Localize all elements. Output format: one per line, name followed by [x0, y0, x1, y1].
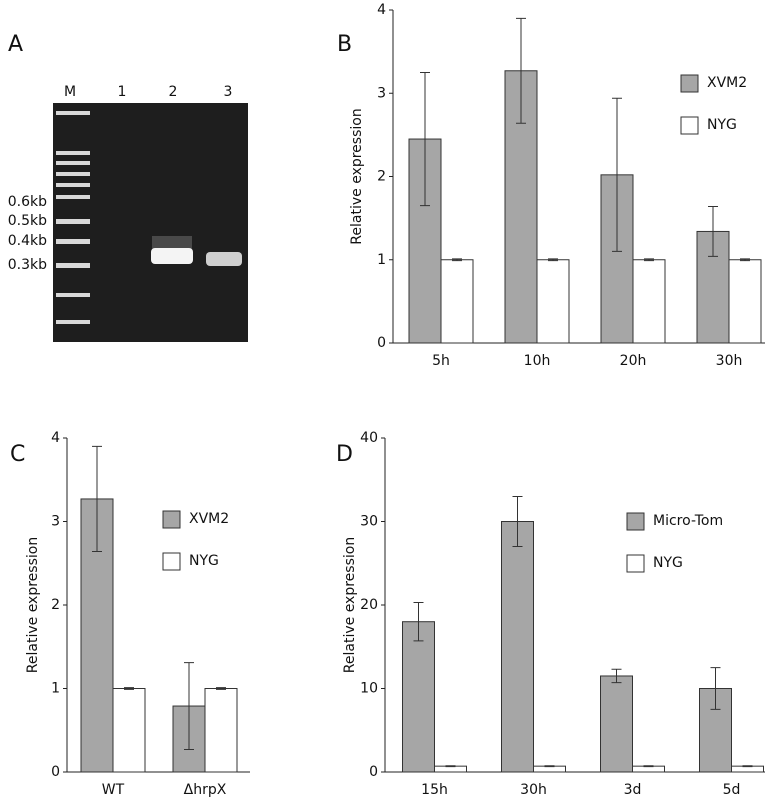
x-tick-label: 20h [620, 353, 647, 369]
legend-label: NYG [189, 553, 219, 569]
bar [440, 259, 474, 344]
y-tick-label: 20 [360, 597, 378, 613]
panel-label: C [10, 442, 25, 467]
y-tick-label: 2 [377, 169, 386, 185]
error-bar [184, 662, 194, 750]
lane-label: 3 [224, 84, 233, 100]
size-label: 0.6kb [8, 194, 47, 210]
error-bar [420, 71, 430, 207]
bar [204, 688, 238, 773]
error-bar [92, 445, 102, 553]
error-bar [643, 765, 654, 768]
x-tick-label: 5d [723, 782, 741, 798]
y-tick-label: 0 [369, 764, 378, 780]
bar [402, 621, 435, 773]
y-tick-label: 4 [377, 2, 386, 18]
legend-label: NYG [653, 555, 683, 571]
legend-swatch [680, 116, 699, 135]
error-bar [710, 667, 721, 710]
y-tick-label: 3 [377, 85, 386, 101]
x-tick-label: 15h [421, 782, 448, 798]
x-tick-label: 3d [624, 782, 642, 798]
y-axis-label: Relative expression [25, 537, 41, 673]
error-bar [611, 668, 622, 684]
legend-label: XVM2 [189, 511, 229, 527]
error-bar [512, 495, 523, 548]
x-tick-label: 10h [524, 353, 551, 369]
bar [728, 259, 762, 344]
size-label: 0.3kb [8, 257, 47, 273]
bar [600, 675, 633, 773]
legend-label: XVM2 [707, 75, 747, 91]
legend-swatch [162, 510, 181, 529]
y-tick-label: 3 [51, 514, 60, 530]
size-label: 0.5kb [8, 213, 47, 229]
y-tick-label: 4 [51, 430, 60, 446]
band [151, 248, 193, 264]
y-tick-label: 40 [360, 430, 378, 446]
legend-swatch [680, 74, 699, 93]
x-tick-label: 5h [432, 353, 450, 369]
lane-label: 2 [169, 84, 178, 100]
legend-label: Micro-Tom [653, 513, 723, 529]
error-bar [516, 17, 526, 124]
x-tick-label: WT [102, 782, 125, 798]
error-bar [124, 687, 134, 690]
error-bar [740, 258, 750, 262]
x-tick-label: ΔhrpX [184, 782, 227, 798]
legend-swatch [626, 554, 645, 573]
y-tick-label: 1 [51, 681, 60, 697]
legend-swatch [626, 512, 645, 531]
error-bar [452, 258, 462, 262]
legend-label: NYG [707, 117, 737, 133]
error-bar [548, 258, 558, 262]
x-tick-label: 30h [716, 353, 743, 369]
error-bar [708, 205, 718, 257]
y-tick-label: 2 [51, 597, 60, 613]
error-bar [216, 687, 226, 690]
ladder [56, 111, 90, 324]
legend-swatch [162, 552, 181, 571]
x-tick-label: 30h [520, 782, 547, 798]
error-bar [644, 258, 654, 262]
band [206, 252, 242, 266]
y-axis-label: Relative expression [349, 108, 365, 244]
y-tick-label: 0 [51, 764, 60, 780]
error-bar [612, 97, 622, 252]
bar [501, 521, 534, 773]
y-tick-label: 30 [360, 514, 378, 530]
error-bar [413, 601, 424, 642]
y-axis-label: Relative expression [342, 537, 358, 673]
lane-label: 1 [118, 84, 127, 100]
error-bar [544, 765, 555, 768]
bar [536, 259, 570, 344]
size-label: 0.4kb [8, 233, 47, 249]
y-tick-label: 10 [360, 681, 378, 697]
y-tick-label: 1 [377, 252, 386, 268]
bar [632, 259, 666, 344]
panel-label: D [336, 442, 353, 467]
bar [112, 688, 146, 773]
lane-label: M [64, 84, 76, 100]
panel-label: B [337, 32, 352, 57]
error-bar [742, 765, 753, 768]
y-tick-label: 0 [377, 335, 386, 351]
error-bar [445, 765, 456, 768]
gel-panel: A M 1 2 3 0.6kb 0.5kb 0.4kb 0.3kb [8, 32, 248, 342]
panel-label: A [8, 32, 23, 57]
